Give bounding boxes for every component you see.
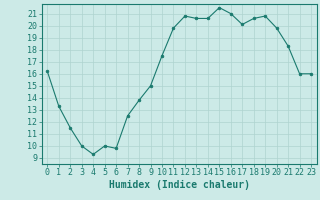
X-axis label: Humidex (Indice chaleur): Humidex (Indice chaleur) bbox=[109, 180, 250, 190]
